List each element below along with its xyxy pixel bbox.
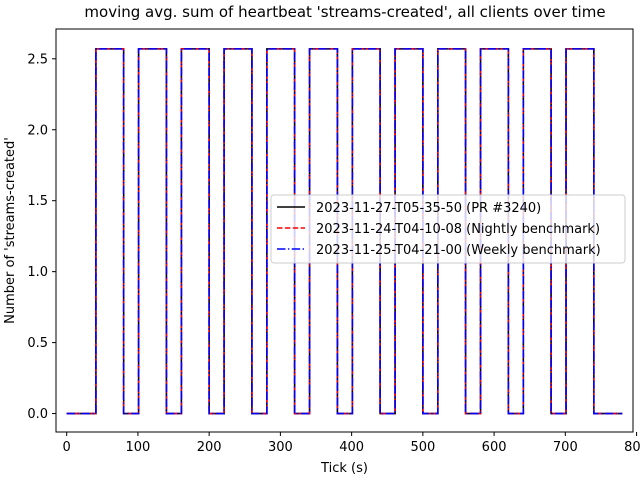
y-axis-ticks: 0.0 0.5 1.0 1.5 2.0 2.5 [27,52,56,422]
y-tick-label: 0.0 [27,407,48,422]
x-tick-label: 600 [482,440,507,455]
x-tick-label: 0 [63,440,71,455]
legend-label-3: 2023-11-25-T04-21-00 (Weekly benchmark) [316,243,601,258]
y-tick-label: 2.5 [27,52,48,67]
x-tick-label: 700 [553,440,578,455]
series-layer [66,48,623,415]
x-axis-ticks: 0 100 200 300 400 500 600 700 800 [63,432,640,455]
y-tick-label: 1.0 [27,265,48,280]
legend-box [270,194,626,264]
legend-entries: 2023-11-27-T05-35-50 (PR #3240) 2023-11-2… [277,201,601,258]
y-axis-label: Number of 'streams-created' [3,137,18,324]
legend: 2023-11-27-T05-35-50 (PR #3240) 2023-11-2… [270,194,626,264]
x-tick-label: 400 [339,440,364,455]
x-tick-label: 300 [268,440,293,455]
chart-title: moving avg. sum of heartbeat 'streams-cr… [84,3,605,21]
legend-label-1: 2023-11-27-T05-35-50 (PR #3240) [316,201,541,216]
plot-frame [55,28,634,433]
x-tick-label: 100 [126,440,151,455]
x-tick-label: 200 [197,440,222,455]
series-line-3 [66,48,623,415]
x-axis-label: Tick (s) [320,461,368,476]
legend-label-2: 2023-11-24-T04-10-08 (Nightly benchmark) [316,222,600,237]
x-tick-label: 500 [410,440,435,455]
y-tick-label: 1.5 [27,194,48,209]
y-tick-label: 2.0 [27,123,48,138]
y-tick-label: 0.5 [27,336,48,351]
x-tick-label: 800 [624,440,640,455]
